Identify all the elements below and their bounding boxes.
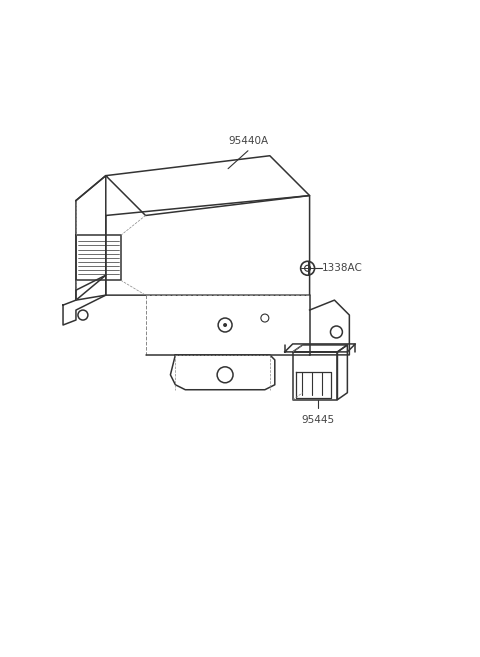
Text: 95445: 95445 [301, 415, 334, 424]
Text: 95440A: 95440A [228, 136, 268, 146]
Text: 1338AC: 1338AC [322, 263, 362, 273]
Circle shape [223, 323, 227, 327]
